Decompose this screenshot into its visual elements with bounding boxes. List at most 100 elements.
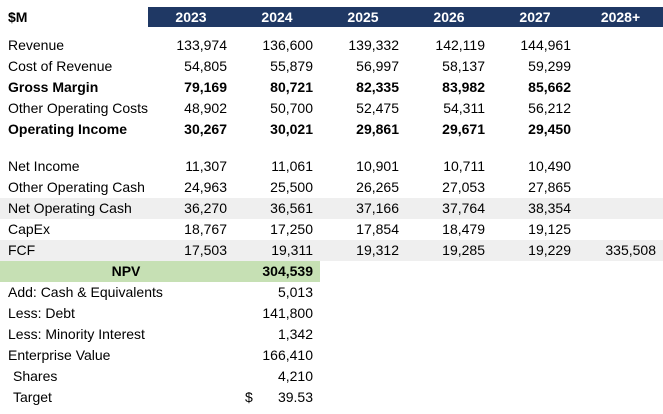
value-cell[interactable]: 25,500 [270, 179, 313, 195]
row-label-cell[interactable]: Net Operating Cash [8, 200, 132, 216]
empty-cell[interactable] [492, 366, 578, 387]
value-cell[interactable]: 1,342 [277, 326, 313, 342]
empty-cell[interactable] [148, 387, 234, 408]
empty-cell[interactable] [492, 324, 578, 345]
empty-cell[interactable] [320, 366, 406, 387]
empty-cell[interactable] [148, 345, 234, 366]
empty-cell[interactable] [578, 324, 663, 345]
empty-cell[interactable] [492, 303, 578, 324]
value-cell[interactable]: 54,805 [184, 58, 227, 74]
empty-cell[interactable] [578, 366, 663, 387]
value-cell[interactable]: 30,267 [184, 121, 227, 137]
value-cell[interactable] [578, 56, 663, 77]
empty-cell[interactable] [148, 324, 234, 345]
row-label-cell[interactable]: Less: Minority Interest [8, 326, 145, 342]
value-cell[interactable] [578, 98, 663, 119]
empty-cell[interactable] [406, 366, 492, 387]
value-cell[interactable]: 56,997 [356, 58, 399, 74]
empty-cell[interactable] [320, 282, 406, 303]
unit-header-cell[interactable]: $M [0, 7, 148, 27]
value-cell[interactable]: 335,508 [605, 242, 656, 258]
year-header-2026[interactable]: 2026 [406, 7, 492, 27]
value-cell[interactable]: 10,490 [528, 158, 571, 174]
empty-cell[interactable] [406, 387, 492, 408]
value-cell[interactable]: 19,229 [528, 242, 571, 258]
empty-cell[interactable] [492, 282, 578, 303]
value-cell[interactable]: 59,299 [528, 58, 571, 74]
value-cell[interactable]: 79,169 [184, 79, 227, 95]
row-label-cell[interactable]: Other Operating Cash [8, 179, 145, 195]
value-cell[interactable]: 55,879 [270, 58, 313, 74]
empty-cell[interactable] [578, 345, 663, 366]
value-cell[interactable]: 29,450 [528, 121, 571, 137]
value-cell[interactable]: 37,166 [356, 200, 399, 216]
empty-cell[interactable] [320, 261, 406, 282]
empty-cell[interactable] [406, 345, 492, 366]
row-label-cell[interactable]: Add: Cash & Equivalents [8, 284, 163, 300]
value-cell[interactable]: 136,600 [262, 37, 313, 53]
row-label-cell[interactable]: CapEx [8, 221, 51, 237]
empty-cell[interactable] [320, 324, 406, 345]
value-cell[interactable]: 166,410 [262, 347, 313, 363]
value-cell[interactable]: 4,210 [277, 368, 313, 384]
npv-value-cell[interactable]: 304,539 [234, 261, 320, 282]
value-cell[interactable]: 133,974 [176, 37, 227, 53]
value-cell[interactable] [578, 177, 663, 198]
value-cell[interactable]: 17,503 [184, 242, 227, 258]
row-label-cell[interactable]: Enterprise Value [8, 347, 111, 363]
value-cell[interactable] [578, 77, 663, 98]
row-label-cell[interactable]: Less: Debt [8, 305, 75, 321]
year-header-2025[interactable]: 2025 [320, 7, 406, 27]
empty-cell[interactable] [148, 282, 234, 303]
empty-cell[interactable] [578, 261, 663, 282]
value-cell[interactable]: 18,767 [184, 221, 227, 237]
year-header-2028plus[interactable]: 2028+ [578, 7, 663, 27]
value-cell[interactable]: 52,475 [356, 100, 399, 116]
value-cell[interactable]: 37,764 [442, 200, 485, 216]
value-cell[interactable] [578, 35, 663, 56]
value-cell[interactable]: 141,800 [262, 305, 313, 321]
row-label-cell[interactable]: Net Income [8, 158, 80, 174]
value-cell[interactable]: 18,479 [442, 221, 485, 237]
value-cell[interactable]: 30,021 [270, 121, 313, 137]
row-label-cell[interactable]: Revenue [8, 37, 65, 53]
row-label-cell[interactable]: Operating Income [8, 121, 128, 137]
value-cell[interactable]: 139,332 [348, 37, 399, 53]
value-cell[interactable]: 19,125 [528, 221, 571, 237]
value-cell[interactable]: 27,865 [528, 179, 571, 195]
value-cell[interactable]: 36,561 [270, 200, 313, 216]
empty-cell[interactable] [320, 387, 406, 408]
value-cell[interactable]: 10,901 [356, 158, 399, 174]
value-cell[interactable] [578, 156, 663, 177]
value-cell[interactable]: 54,311 [443, 100, 485, 116]
value-cell[interactable]: 50,700 [270, 100, 313, 116]
row-label-cell[interactable]: Gross Margin [8, 79, 99, 95]
value-cell[interactable]: 26,265 [356, 179, 399, 195]
value-cell[interactable]: 24,963 [184, 179, 227, 195]
empty-cell[interactable] [492, 345, 578, 366]
value-cell[interactable] [578, 119, 663, 140]
row-label-cell[interactable]: FCF [8, 242, 36, 258]
empty-cell[interactable] [148, 303, 234, 324]
value-cell[interactable]: 11,307 [185, 158, 227, 174]
value-cell[interactable]: 82,335 [356, 79, 399, 95]
value-cell[interactable]: 19,311 [271, 242, 313, 258]
value-cell[interactable] [578, 198, 663, 219]
value-cell[interactable]: 142,119 [435, 37, 485, 53]
row-label-cell[interactable]: Other Operating Costs [8, 100, 149, 116]
empty-cell[interactable] [492, 387, 578, 408]
year-header-2023[interactable]: 2023 [148, 7, 234, 27]
value-cell[interactable]: 83,982 [442, 79, 485, 95]
empty-cell[interactable] [406, 282, 492, 303]
value-cell[interactable]: 17,250 [270, 221, 313, 237]
row-label-cell[interactable]: Shares [13, 368, 58, 384]
value-cell[interactable]: 36,270 [184, 200, 227, 216]
value-cell[interactable]: 58,137 [442, 58, 485, 74]
value-cell[interactable]: 80,721 [270, 79, 313, 95]
row-label-cell[interactable]: Target [13, 389, 52, 405]
empty-cell[interactable] [320, 303, 406, 324]
target-value-cell[interactable]: $ 39.53 [234, 387, 320, 408]
year-header-2024[interactable]: 2024 [234, 7, 320, 27]
empty-cell[interactable] [148, 366, 234, 387]
value-cell[interactable]: 85,662 [528, 79, 571, 95]
